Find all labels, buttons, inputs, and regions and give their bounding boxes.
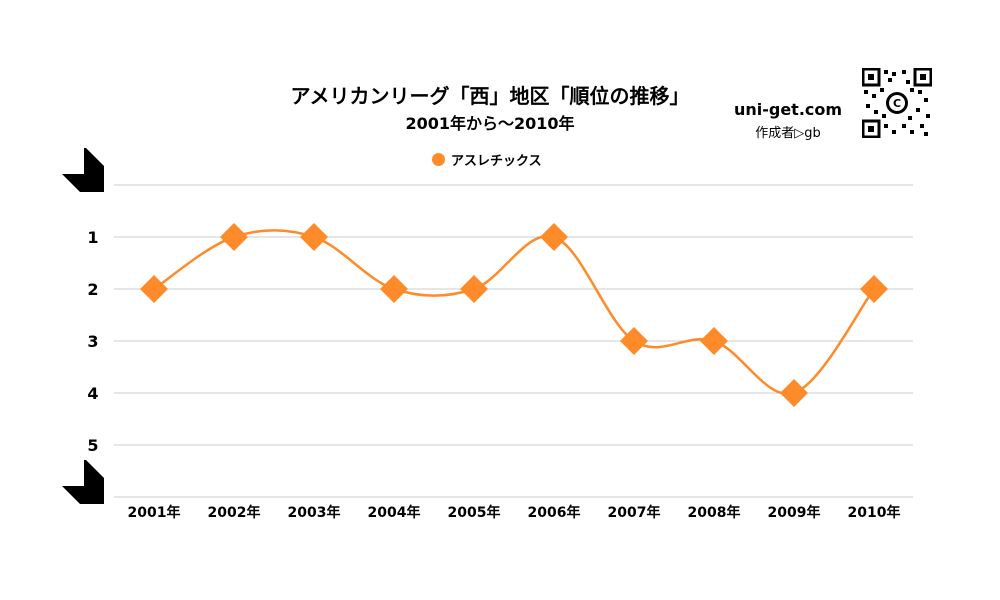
- legend-label: アスレチックス: [451, 154, 542, 169]
- grid-lines: [114, 184, 913, 498]
- data-point: [780, 379, 808, 407]
- y-tick-label: 3: [87, 332, 98, 351]
- y-axis-labels: 1 2 3 4 5: [87, 228, 98, 455]
- data-point: [860, 275, 888, 303]
- data-point: [380, 275, 408, 303]
- x-tick-label: 2002年: [208, 504, 261, 521]
- chart-title: アメリカンリーグ「西」地区「順位の推移」: [290, 84, 690, 108]
- legend-marker-icon: [432, 153, 445, 166]
- data-point: [700, 327, 728, 355]
- y-tick-label: 4: [87, 384, 98, 403]
- chart-legend: アスレチックス: [432, 150, 542, 169]
- axis-break-mark-inner: [62, 460, 84, 486]
- x-axis-labels: 2001年 2002年 2003年 2004年 2005年 2006年 2007年 2008年…: [128, 504, 901, 521]
- series-line-path: [153, 229, 875, 396]
- x-tick-label: 2004年: [368, 504, 421, 521]
- data-point: [460, 275, 488, 303]
- svg-text:C: C: [893, 97, 901, 110]
- site-brand[interactable]: uni-get.com: [733, 100, 843, 119]
- series-line: [153, 229, 875, 396]
- data-point: [300, 223, 328, 251]
- x-tick-label: 2006年: [528, 504, 581, 521]
- chart-subtitle: 2001年から～2010年: [405, 114, 575, 133]
- y-tick-label: 1: [87, 228, 98, 247]
- data-point: [620, 327, 648, 355]
- data-point: [220, 223, 248, 251]
- x-tick-label: 2010年: [848, 504, 901, 521]
- data-point: [140, 275, 168, 303]
- x-tick-label: 2008年: [688, 504, 741, 521]
- series-markers: [140, 223, 888, 407]
- qr-code-icon: C: [862, 68, 932, 138]
- author-credit: 作成者▷gb: [755, 126, 821, 141]
- y-tick-label: 2: [87, 280, 98, 299]
- axis-break-mark-inner: [62, 148, 84, 174]
- axis-break-marks: [62, 148, 104, 504]
- x-tick-label: 2007年: [608, 504, 661, 521]
- x-tick-label: 2005年: [448, 504, 501, 521]
- x-tick-label: 2001年: [128, 504, 181, 521]
- data-point: [540, 223, 568, 251]
- x-tick-label: 2009年: [768, 504, 821, 521]
- y-tick-label: 5: [87, 436, 98, 455]
- x-tick-label: 2003年: [288, 504, 341, 521]
